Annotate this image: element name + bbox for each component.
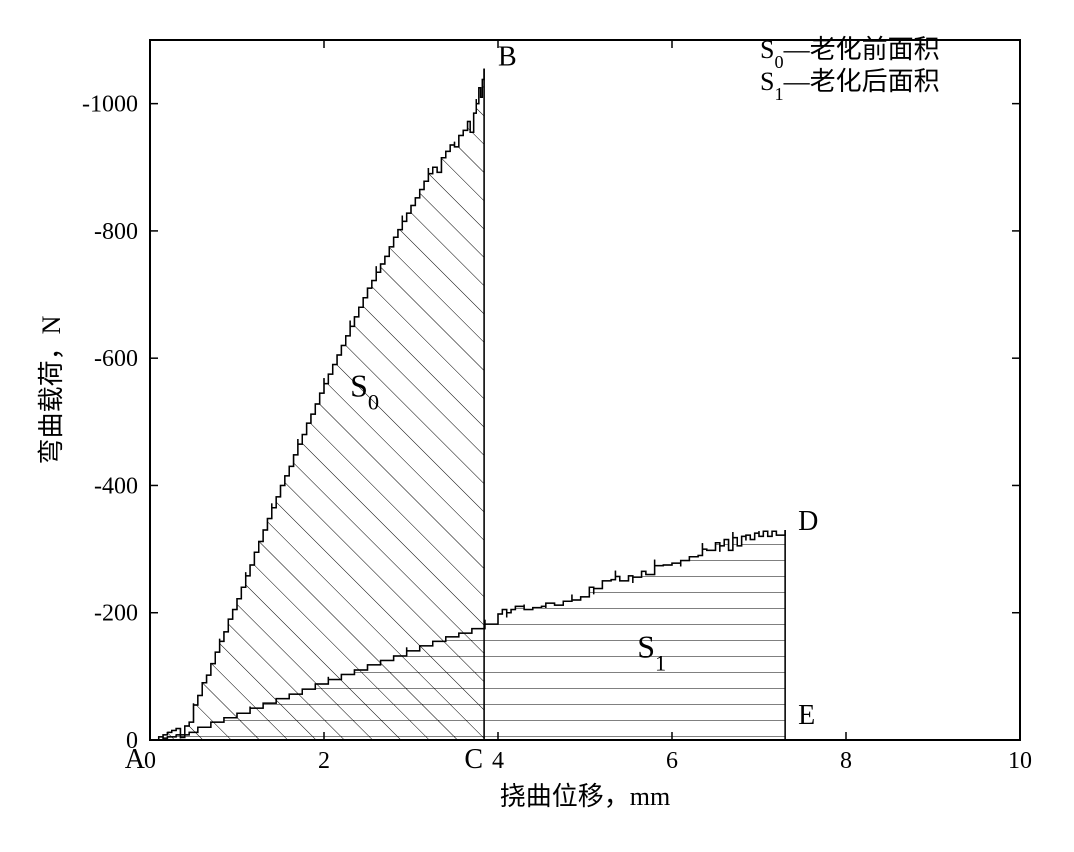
y-tick-label: -600 [94,346,138,372]
point-label-c: C [464,744,483,775]
point-label-e: E [798,700,815,731]
x-tick-label: 6 [666,748,678,774]
x-tick-label: 2 [318,748,330,774]
series-s0-area [157,69,484,740]
y-tick-label: -800 [94,219,138,245]
point-label-b: B [498,41,517,72]
x-tick-label: 4 [492,748,504,774]
point-label-a: A [125,744,146,775]
x-tick-label: 0 [144,748,156,774]
legend-item-1: S1—老化后面积 [760,67,940,104]
x-tick-label: 8 [840,748,852,774]
chart-container: 02468100-200-400-600-800-1000挠曲位移，mm弯曲载荷… [0,0,1074,852]
y-tick-label: -400 [94,473,138,499]
x-tick-label: 10 [1008,748,1032,774]
y-tick-label: -1000 [82,92,138,118]
y-tick-label: -200 [94,601,138,627]
y-axis-label: 弯曲载荷，N [37,315,66,464]
chart-svg: 02468100-200-400-600-800-1000挠曲位移，mm弯曲载荷… [0,0,1074,852]
point-label-d: D [798,506,818,537]
x-axis-label: 挠曲位移，mm [500,782,670,811]
